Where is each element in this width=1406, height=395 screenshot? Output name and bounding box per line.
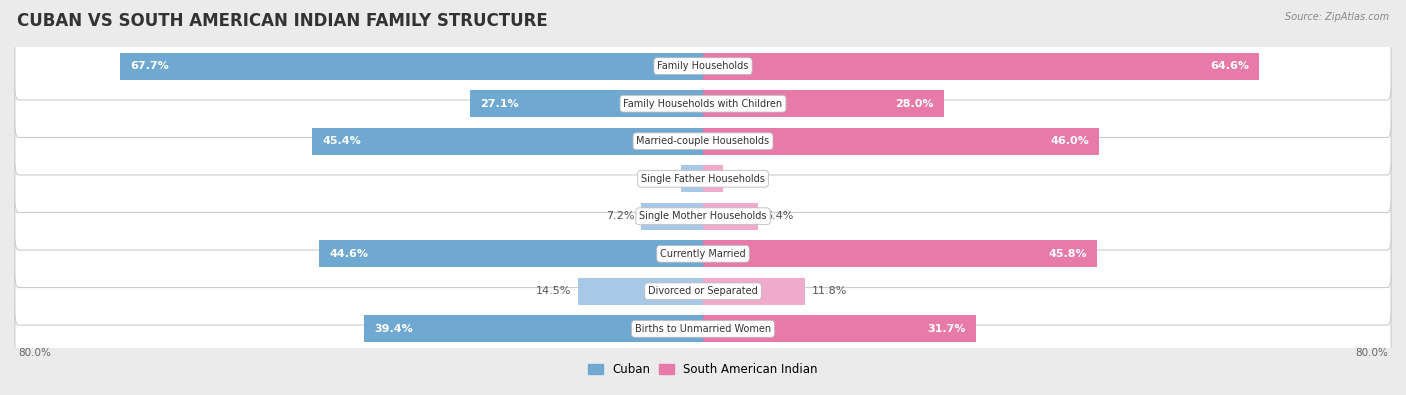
Text: 28.0%: 28.0% <box>896 99 934 109</box>
Text: 31.7%: 31.7% <box>927 324 966 334</box>
Text: Births to Unmarried Women: Births to Unmarried Women <box>636 324 770 334</box>
Text: Family Households with Children: Family Households with Children <box>623 99 783 109</box>
Text: 2.6%: 2.6% <box>645 174 673 184</box>
Text: 2.3%: 2.3% <box>730 174 758 184</box>
Text: Single Mother Households: Single Mother Households <box>640 211 766 221</box>
Text: Family Households: Family Households <box>658 61 748 71</box>
Bar <box>319 240 703 267</box>
Text: 45.4%: 45.4% <box>322 136 361 146</box>
Text: 6.4%: 6.4% <box>765 211 793 221</box>
Bar <box>312 128 703 155</box>
Text: Source: ZipAtlas.com: Source: ZipAtlas.com <box>1285 12 1389 22</box>
Text: 80.0%: 80.0% <box>1355 348 1388 357</box>
FancyBboxPatch shape <box>15 107 1391 175</box>
Text: 80.0%: 80.0% <box>18 348 51 357</box>
Bar <box>681 165 703 192</box>
Bar <box>641 203 703 230</box>
Bar <box>703 90 945 117</box>
Legend: Cuban, South American Indian: Cuban, South American Indian <box>583 358 823 381</box>
Text: 27.1%: 27.1% <box>479 99 519 109</box>
Bar <box>470 90 703 117</box>
FancyBboxPatch shape <box>15 220 1391 288</box>
Bar <box>703 53 1260 80</box>
Text: Divorced or Separated: Divorced or Separated <box>648 286 758 296</box>
Text: CUBAN VS SOUTH AMERICAN INDIAN FAMILY STRUCTURE: CUBAN VS SOUTH AMERICAN INDIAN FAMILY ST… <box>17 12 547 30</box>
Text: 44.6%: 44.6% <box>329 249 368 259</box>
Bar <box>703 165 723 192</box>
Text: 67.7%: 67.7% <box>131 61 169 71</box>
Bar <box>703 203 758 230</box>
FancyBboxPatch shape <box>15 32 1391 100</box>
FancyBboxPatch shape <box>15 70 1391 137</box>
Bar <box>703 240 1098 267</box>
Text: 45.8%: 45.8% <box>1049 249 1087 259</box>
Text: 64.6%: 64.6% <box>1211 61 1249 71</box>
FancyBboxPatch shape <box>15 295 1391 363</box>
Text: Married-couple Households: Married-couple Households <box>637 136 769 146</box>
Text: 39.4%: 39.4% <box>374 324 413 334</box>
Text: 7.2%: 7.2% <box>606 211 634 221</box>
Bar <box>120 53 703 80</box>
FancyBboxPatch shape <box>15 145 1391 213</box>
Bar <box>703 315 976 342</box>
Bar <box>578 278 703 305</box>
Bar <box>703 278 804 305</box>
FancyBboxPatch shape <box>15 182 1391 250</box>
Text: Currently Married: Currently Married <box>661 249 745 259</box>
Bar <box>364 315 703 342</box>
Bar <box>703 128 1099 155</box>
Text: 14.5%: 14.5% <box>536 286 571 296</box>
Text: 11.8%: 11.8% <box>811 286 846 296</box>
FancyBboxPatch shape <box>15 258 1391 325</box>
Text: Single Father Households: Single Father Households <box>641 174 765 184</box>
Text: 46.0%: 46.0% <box>1050 136 1088 146</box>
